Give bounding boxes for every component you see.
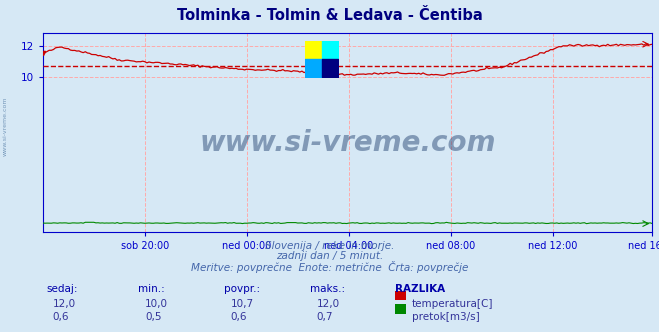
Text: 12,0: 12,0 bbox=[316, 299, 339, 309]
Text: 0,7: 0,7 bbox=[316, 312, 333, 322]
Text: 0,6: 0,6 bbox=[231, 312, 247, 322]
Text: temperatura[C]: temperatura[C] bbox=[412, 299, 494, 309]
Text: 10,0: 10,0 bbox=[145, 299, 168, 309]
Text: 0,5: 0,5 bbox=[145, 312, 161, 322]
Text: pretok[m3/s]: pretok[m3/s] bbox=[412, 312, 480, 322]
Text: Tolminka - Tolmin & Ledava - Čentiba: Tolminka - Tolmin & Ledava - Čentiba bbox=[177, 8, 482, 23]
Text: Meritve: povprečne  Enote: metrične  Črta: povprečje: Meritve: povprečne Enote: metrične Črta:… bbox=[191, 261, 468, 273]
Text: RAZLIKA: RAZLIKA bbox=[395, 284, 445, 294]
Text: maks.:: maks.: bbox=[310, 284, 345, 294]
Text: 12,0: 12,0 bbox=[53, 299, 76, 309]
Text: min.:: min.: bbox=[138, 284, 165, 294]
Text: zadnji dan / 5 minut.: zadnji dan / 5 minut. bbox=[276, 251, 383, 261]
Text: 0,6: 0,6 bbox=[53, 312, 69, 322]
Text: www.si-vreme.com: www.si-vreme.com bbox=[200, 129, 496, 157]
Text: 10,7: 10,7 bbox=[231, 299, 254, 309]
Text: povpr.:: povpr.: bbox=[224, 284, 260, 294]
Text: sedaj:: sedaj: bbox=[46, 284, 78, 294]
Text: www.si-vreme.com: www.si-vreme.com bbox=[3, 96, 8, 156]
Text: Slovenija / reke in morje.: Slovenija / reke in morje. bbox=[265, 241, 394, 251]
